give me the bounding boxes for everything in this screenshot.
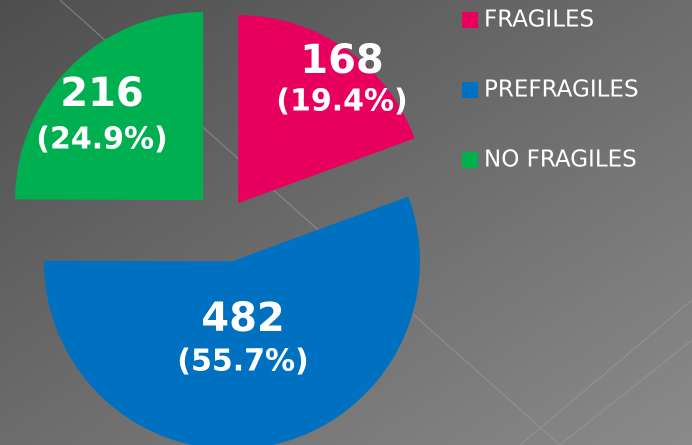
value-label: 216 [60, 70, 144, 116]
percentage-label: (19.4%) [276, 84, 408, 119]
pie-slice [43, 196, 420, 445]
legend-label: FRAGILES [484, 7, 594, 33]
value-label: 482 [201, 295, 285, 341]
legend-label: PREFRAGILES [484, 77, 639, 103]
legend-swatch [462, 12, 478, 28]
percentage-label: (55.7%) [177, 344, 309, 379]
value-label: 168 [300, 37, 384, 83]
legend-swatch [462, 152, 478, 168]
plot: 168(19.4%) 482(55.7%) 216 (24.9%) FRAGILES PR… [15, 7, 639, 445]
pie-slice [238, 15, 415, 204]
pie-slice [15, 12, 204, 201]
percentage-label: (24.9%) [36, 122, 168, 157]
legend-swatch [462, 82, 478, 98]
legend-label: NO FRAGILES [484, 147, 637, 173]
